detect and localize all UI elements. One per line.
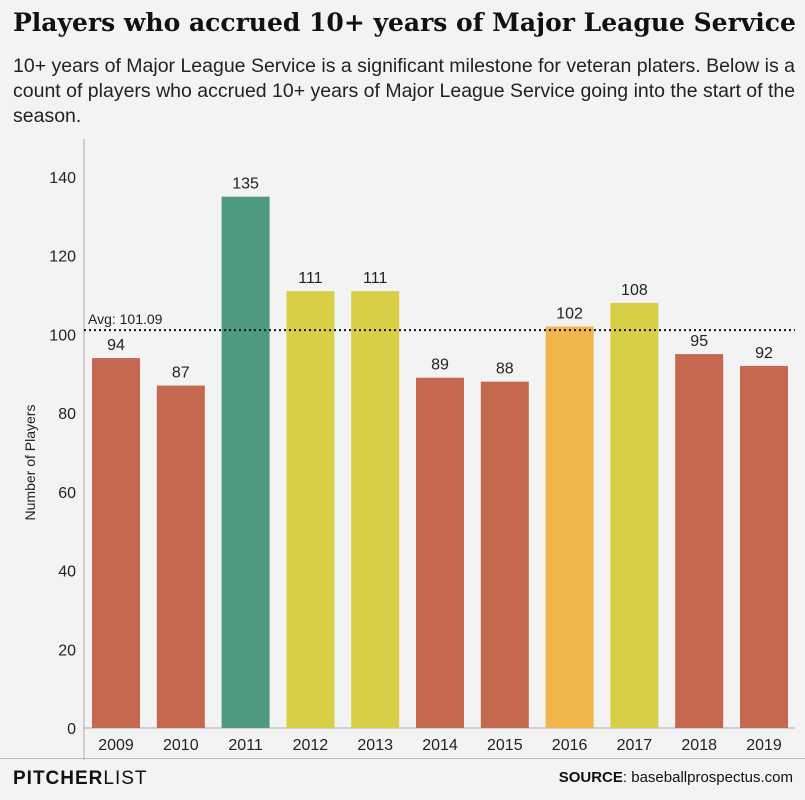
x-tick-label: 2015: [487, 737, 523, 754]
x-tick-label: 2017: [617, 737, 653, 754]
chart-subtitle: 10+ years of Major League Service is a s…: [13, 55, 796, 127]
x-tick-label: 2011: [228, 737, 263, 754]
y-tick-label: 20: [58, 642, 76, 659]
x-tick-label: 2016: [552, 737, 588, 754]
bar-value-label: 87: [172, 365, 190, 382]
bar: [610, 302, 659, 728]
bar: [740, 365, 788, 728]
chart-title: Players who accrued 10+ years of Major L…: [13, 8, 796, 37]
bar-value-label: 111: [298, 270, 322, 287]
x-tick-label: 2010: [163, 737, 199, 754]
brand-logo-part2: LIST: [103, 768, 148, 789]
bar-value-label: 95: [690, 333, 708, 350]
y-tick-label: 140: [49, 170, 76, 187]
x-tick-label: 2014: [422, 737, 458, 754]
y-tick-label: 0: [67, 721, 76, 738]
bar: [351, 291, 400, 728]
bar-value-label: 111: [363, 270, 387, 287]
source-label: SOURCE: [558, 769, 623, 786]
bar: [675, 354, 724, 728]
brand-logo: PITCHERLIST: [13, 768, 148, 790]
bar: [480, 381, 529, 728]
footer-divider: [0, 758, 805, 759]
y-axis-title: Number of Players: [22, 405, 38, 521]
bar-value-label: 88: [496, 361, 514, 378]
y-tick-label: 120: [49, 249, 76, 266]
y-tick-label: 60: [58, 485, 76, 502]
bar-value-label: 89: [431, 357, 449, 374]
brand-logo-part1: PITCHER: [13, 768, 104, 789]
bar-value-label: 94: [107, 337, 125, 354]
y-tick-label: 40: [58, 564, 76, 581]
bar-value-label: 92: [755, 345, 773, 362]
bar: [156, 385, 205, 728]
x-tick-label: 2012: [293, 737, 329, 754]
y-tick-label: 100: [49, 327, 76, 344]
source-credit: SOURCE: baseballprospectus.com: [559, 769, 793, 786]
x-tick-label: 2013: [357, 737, 393, 754]
y-tick-label: 80: [58, 406, 76, 423]
x-tick-label: 2018: [681, 737, 717, 754]
source-text: : baseballprospectus.com: [622, 769, 793, 786]
bar-value-label: 102: [556, 306, 583, 323]
bar: [286, 291, 335, 728]
bar: [92, 358, 140, 728]
bar-chart: 0 20 40 60 80 100 120 140 Number of Players 94 20…: [22, 139, 795, 760]
bar: [221, 196, 270, 728]
bar: [545, 326, 594, 728]
bar-value-label: 108: [621, 282, 648, 299]
bar: [416, 377, 464, 728]
average-label: Avg: 101.09: [88, 311, 163, 327]
bar-value-label: 135: [232, 176, 259, 193]
x-tick-label: 2009: [98, 737, 134, 754]
x-tick-label: 2019: [746, 737, 782, 754]
